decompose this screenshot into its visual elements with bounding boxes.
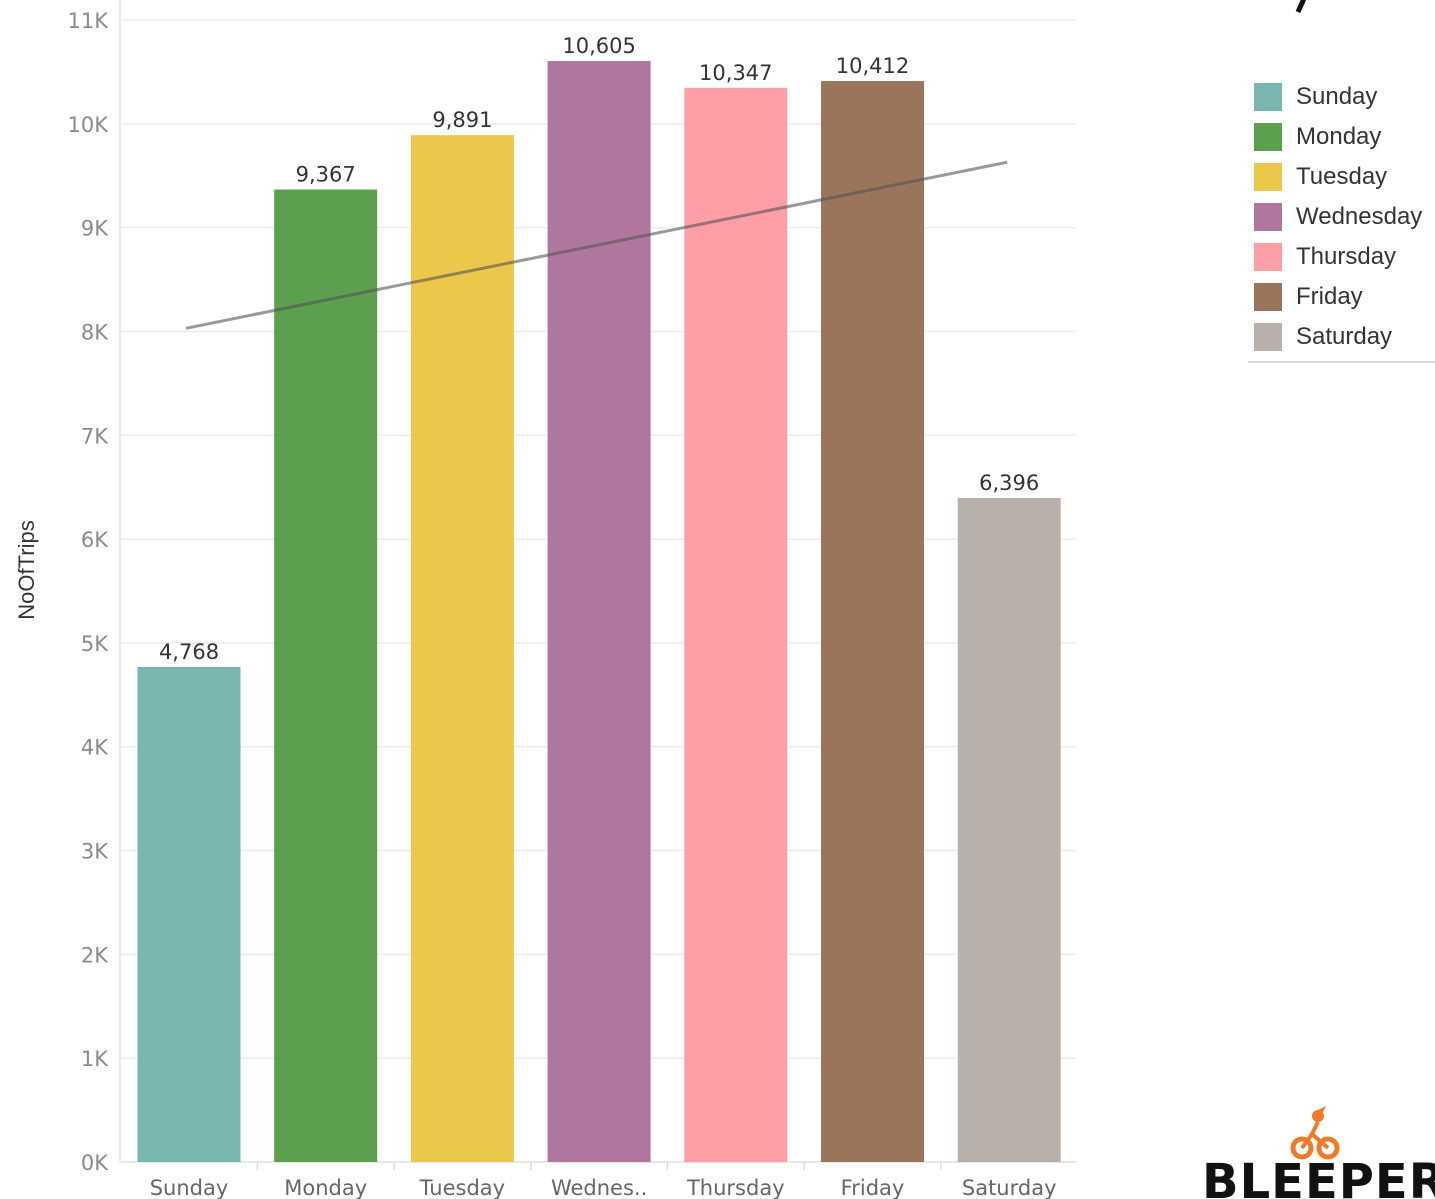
bar-wednesday[interactable] [547, 61, 651, 1163]
legend-item-friday[interactable]: Friday [1248, 277, 1435, 317]
bar-monday[interactable] [274, 189, 378, 1162]
y-tick-label: 0K [81, 1151, 109, 1175]
legend-label: Monday [1296, 123, 1382, 150]
y-tick-label: 11K [68, 9, 110, 33]
legend-swatch [1254, 323, 1282, 351]
y-tick-label: 9K [81, 217, 109, 241]
data-label: 10,605 [562, 34, 635, 58]
y-tick-label: 2K [81, 943, 109, 967]
legend-swatch [1254, 203, 1282, 231]
legend-label: Sunday [1296, 83, 1378, 110]
legend-label: Saturday [1296, 323, 1393, 350]
bar-chart: 0K 1K 2K 3K 4K 5K 6K 7K 8K 9K 10K 11K 4,768 9,367 9,8… [14, 0, 1076, 1199]
bicycle-icon [1290, 1106, 1340, 1160]
data-label: 9,367 [296, 163, 356, 187]
x-tick-label: Tuesday [419, 1176, 505, 1199]
y-axis-label: NoOfTrips [14, 520, 39, 619]
y-tick-label: 8K [81, 320, 109, 344]
trend-line-group [185, 160, 1008, 330]
data-label: 4,768 [159, 640, 219, 664]
x-tick-label: Thursday [686, 1176, 785, 1199]
trend-line [185, 160, 1008, 330]
legend-swatch [1254, 123, 1282, 151]
bar-thursday[interactable] [684, 87, 788, 1163]
x-tick-label: Wednes.. [551, 1176, 647, 1199]
y-tick-label: 3K [81, 840, 109, 864]
y-tick-label: 10K [68, 113, 110, 137]
legend-item-saturday[interactable]: Saturday [1248, 317, 1435, 357]
data-label: 10,412 [836, 54, 909, 78]
legend-swatch [1254, 243, 1282, 271]
data-label: 10,347 [699, 61, 772, 85]
legend-item-sunday[interactable]: Sunday [1248, 77, 1435, 117]
y-tick-label: 5K [81, 632, 109, 656]
x-tick-label: Sunday [150, 1176, 229, 1199]
legend-swatch [1254, 83, 1282, 111]
legend-item-thursday[interactable]: Thursday [1248, 237, 1435, 277]
legend-label: Thursday [1296, 243, 1397, 270]
bar-tuesday[interactable] [410, 135, 514, 1162]
x-tick-label: Friday [841, 1176, 905, 1199]
legend-item-monday[interactable]: Monday [1248, 117, 1435, 157]
data-labels: 4,768 9,367 9,891 10,605 10,347 10,412 6,396 [159, 34, 1039, 664]
legend-item-tuesday[interactable]: Tuesday [1248, 157, 1435, 197]
y-tick-label: 7K [81, 424, 109, 448]
legend-swatch [1254, 283, 1282, 311]
bar-sunday[interactable] [137, 666, 241, 1162]
x-axis: Sunday Monday Tuesday Wednes.. Thursday Frida… [150, 1162, 1057, 1199]
bar-friday[interactable] [821, 81, 924, 1163]
bar-saturday[interactable] [957, 497, 1061, 1163]
legend-label: Friday [1296, 283, 1363, 310]
x-tick-label: Monday [284, 1176, 367, 1199]
legend-label: Tuesday [1296, 163, 1388, 190]
cropped-title-fragment [1295, 0, 1307, 14]
legend-swatch [1254, 163, 1282, 191]
y-tick-label: 1K [81, 1047, 109, 1071]
legend-label: Wednesday [1296, 203, 1423, 230]
data-label: 6,396 [979, 471, 1039, 495]
x-tick-label: Saturday [962, 1176, 1057, 1199]
logo: BLEEPER [1200, 1100, 1435, 1199]
data-label: 9,891 [432, 108, 492, 132]
y-tick-label: 4K [81, 736, 109, 760]
legend-item-wednesday[interactable]: Wednesday [1248, 197, 1435, 237]
y-tick-label: 6K [81, 528, 109, 552]
logo-text: BLEEPER [1202, 1154, 1435, 1199]
bars [137, 61, 1061, 1163]
legend: Sunday Monday Tuesday Wednesday Thursday Frid… [1248, 77, 1435, 363]
